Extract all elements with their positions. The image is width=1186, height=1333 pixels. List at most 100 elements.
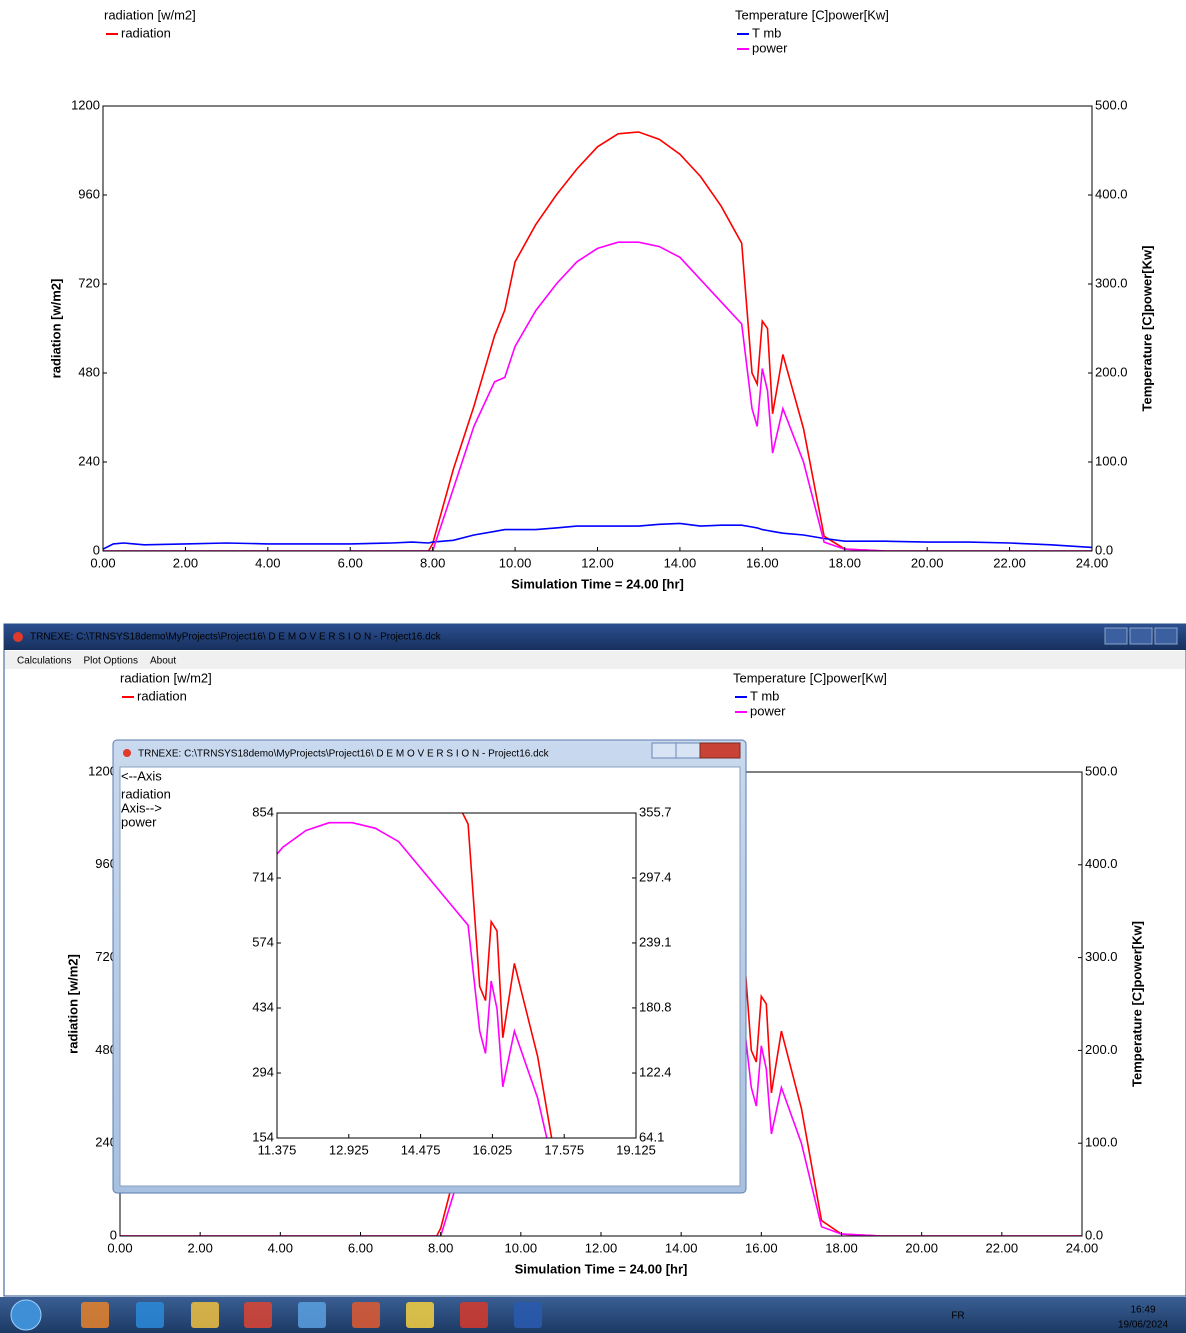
popup-client xyxy=(119,766,741,1187)
x-tick-label: 22.00 xyxy=(993,555,1026,570)
minimize-button[interactable] xyxy=(1104,627,1128,645)
plot-frame xyxy=(102,105,1093,552)
top-plot: radiation [w/m2] Temperature [C]power[Kw]… xyxy=(48,7,1154,591)
x-tick-label: 19.125 xyxy=(616,1142,656,1157)
taskbar-icon[interactable] xyxy=(244,1302,272,1328)
y-tick-label: 1200 xyxy=(71,97,100,112)
x-tick-label: 12.00 xyxy=(585,1240,618,1255)
legend-label: T mb xyxy=(752,25,781,40)
clock-date[interactable]: 19/06/2024 xyxy=(1118,1320,1168,1331)
plot-lines xyxy=(277,813,553,1138)
x-axis-label: Simulation Time = 24.00 [hr] xyxy=(515,1261,688,1276)
x-tick-label: 14.475 xyxy=(401,1142,441,1157)
y2-tick-label: 355.7 xyxy=(639,804,672,819)
x-tick-label: 11.375 xyxy=(258,1142,297,1157)
x-tick-label: 12.00 xyxy=(581,555,614,570)
x-tick-label: 20.00 xyxy=(911,555,944,570)
maximize-button[interactable] xyxy=(1129,627,1153,645)
taskbar-bg xyxy=(0,1297,1186,1333)
y2-tick-label: 64.1 xyxy=(639,1129,664,1144)
y-tick-label: 1200 xyxy=(88,763,117,778)
x-tick-label: 16.00 xyxy=(746,555,779,570)
x-tick-label: 2.00 xyxy=(188,1240,213,1255)
y2-tick-label: 200.0 xyxy=(1095,364,1128,379)
series-line xyxy=(103,131,1092,551)
y-tick-label: 574 xyxy=(252,934,274,949)
x-tick-label: 16.00 xyxy=(745,1240,778,1255)
x-tick-label: 17.575 xyxy=(544,1142,584,1157)
x-tick-label: 4.00 xyxy=(255,555,280,570)
y-tick-label: 434 xyxy=(252,999,274,1014)
y2-tick-label: 100.0 xyxy=(1095,453,1128,468)
x-tick-label: 14.00 xyxy=(665,1240,698,1255)
x-tick-label: 22.00 xyxy=(986,1240,1019,1255)
title-bar xyxy=(4,624,1186,650)
axis-note: <--Axis xyxy=(121,768,162,783)
y2-tick-label: 100.0 xyxy=(1085,1135,1118,1150)
close-button[interactable] xyxy=(1154,627,1178,645)
x-tick-label: 24.00 xyxy=(1066,1240,1099,1255)
y2-tick-label: 400.0 xyxy=(1095,186,1128,201)
x-tick-label: 6.00 xyxy=(338,555,363,570)
menu-item[interactable]: Calculations xyxy=(17,656,71,667)
minimize-button[interactable] xyxy=(651,742,677,759)
legend-label: power xyxy=(750,703,786,718)
taskbar-icon[interactable] xyxy=(136,1302,164,1328)
y-tick-label: 854 xyxy=(252,804,274,819)
legend-label: radiation xyxy=(121,25,171,40)
y-tick-label: 480 xyxy=(78,364,100,379)
y-tick-label: 0 xyxy=(93,542,100,557)
y2-tick-label: 300.0 xyxy=(1095,275,1128,290)
y-axis-label: radiation [w/m2] xyxy=(48,279,63,379)
y2-tick-label: 0.0 xyxy=(1085,1227,1103,1242)
axis-note: Axis--> xyxy=(121,800,162,815)
x-tick-label: 18.00 xyxy=(825,1240,858,1255)
y2-tick-label: 200.0 xyxy=(1085,1042,1118,1057)
menu-bar xyxy=(5,651,1185,669)
taskbar-icon[interactable] xyxy=(81,1302,109,1328)
app-icon xyxy=(13,632,23,642)
axis-series: power xyxy=(121,814,157,829)
axis-series: radiation xyxy=(121,786,171,801)
x-tick-label: 8.00 xyxy=(420,555,445,570)
plot-lines xyxy=(103,131,1092,551)
plot-frame xyxy=(276,812,637,1139)
y2-tick-label: 400.0 xyxy=(1085,856,1118,871)
y-tick-label: 480 xyxy=(95,1042,117,1057)
y2-tick-label: 122.4 xyxy=(639,1064,672,1079)
window-title: TRNEXE: C:\TRNSYS18demo\MyProjects\Proje… xyxy=(30,632,442,643)
x-tick-label: 16.025 xyxy=(473,1142,513,1157)
taskbar-icon[interactable] xyxy=(191,1302,219,1328)
y-tick-label: 0 xyxy=(110,1227,117,1242)
y2-tick-label: 297.4 xyxy=(639,869,672,884)
y2-tick-label: 0.0 xyxy=(1095,542,1113,557)
start-button[interactable] xyxy=(10,1299,42,1331)
x-tick-label: 14.00 xyxy=(664,555,697,570)
x-tick-label: 6.00 xyxy=(348,1240,373,1255)
y-tick-label: 240 xyxy=(95,1135,117,1150)
y-tick-label: 240 xyxy=(78,453,100,468)
close-button[interactable] xyxy=(699,742,741,759)
legend-label: T mb xyxy=(750,688,779,703)
x-tick-label: 2.00 xyxy=(173,555,198,570)
y2-tick-label: 180.8 xyxy=(639,999,672,1014)
taskbar-icon[interactable] xyxy=(406,1302,434,1328)
x-tick-label: 18.00 xyxy=(828,555,861,570)
taskbar-icon[interactable] xyxy=(298,1302,326,1328)
taskbar-icon[interactable] xyxy=(460,1302,488,1328)
maximize-button[interactable] xyxy=(675,742,701,759)
language-indicator[interactable]: FR xyxy=(951,1311,964,1322)
menu-item[interactable]: About xyxy=(150,656,176,667)
x-tick-label: 10.00 xyxy=(505,1240,538,1255)
y2-tick-label: 500.0 xyxy=(1085,763,1118,778)
x-tick-label: 0.00 xyxy=(90,555,115,570)
taskbar-icon[interactable] xyxy=(514,1302,542,1328)
x-tick-label: 20.00 xyxy=(905,1240,938,1255)
taskbar-icon[interactable] xyxy=(352,1302,380,1328)
y-tick-label: 294 xyxy=(252,1064,274,1079)
legend-label: power xyxy=(752,40,788,55)
menu-item[interactable]: Plot Options xyxy=(83,656,137,667)
clock-time[interactable]: 16:49 xyxy=(1130,1305,1155,1316)
